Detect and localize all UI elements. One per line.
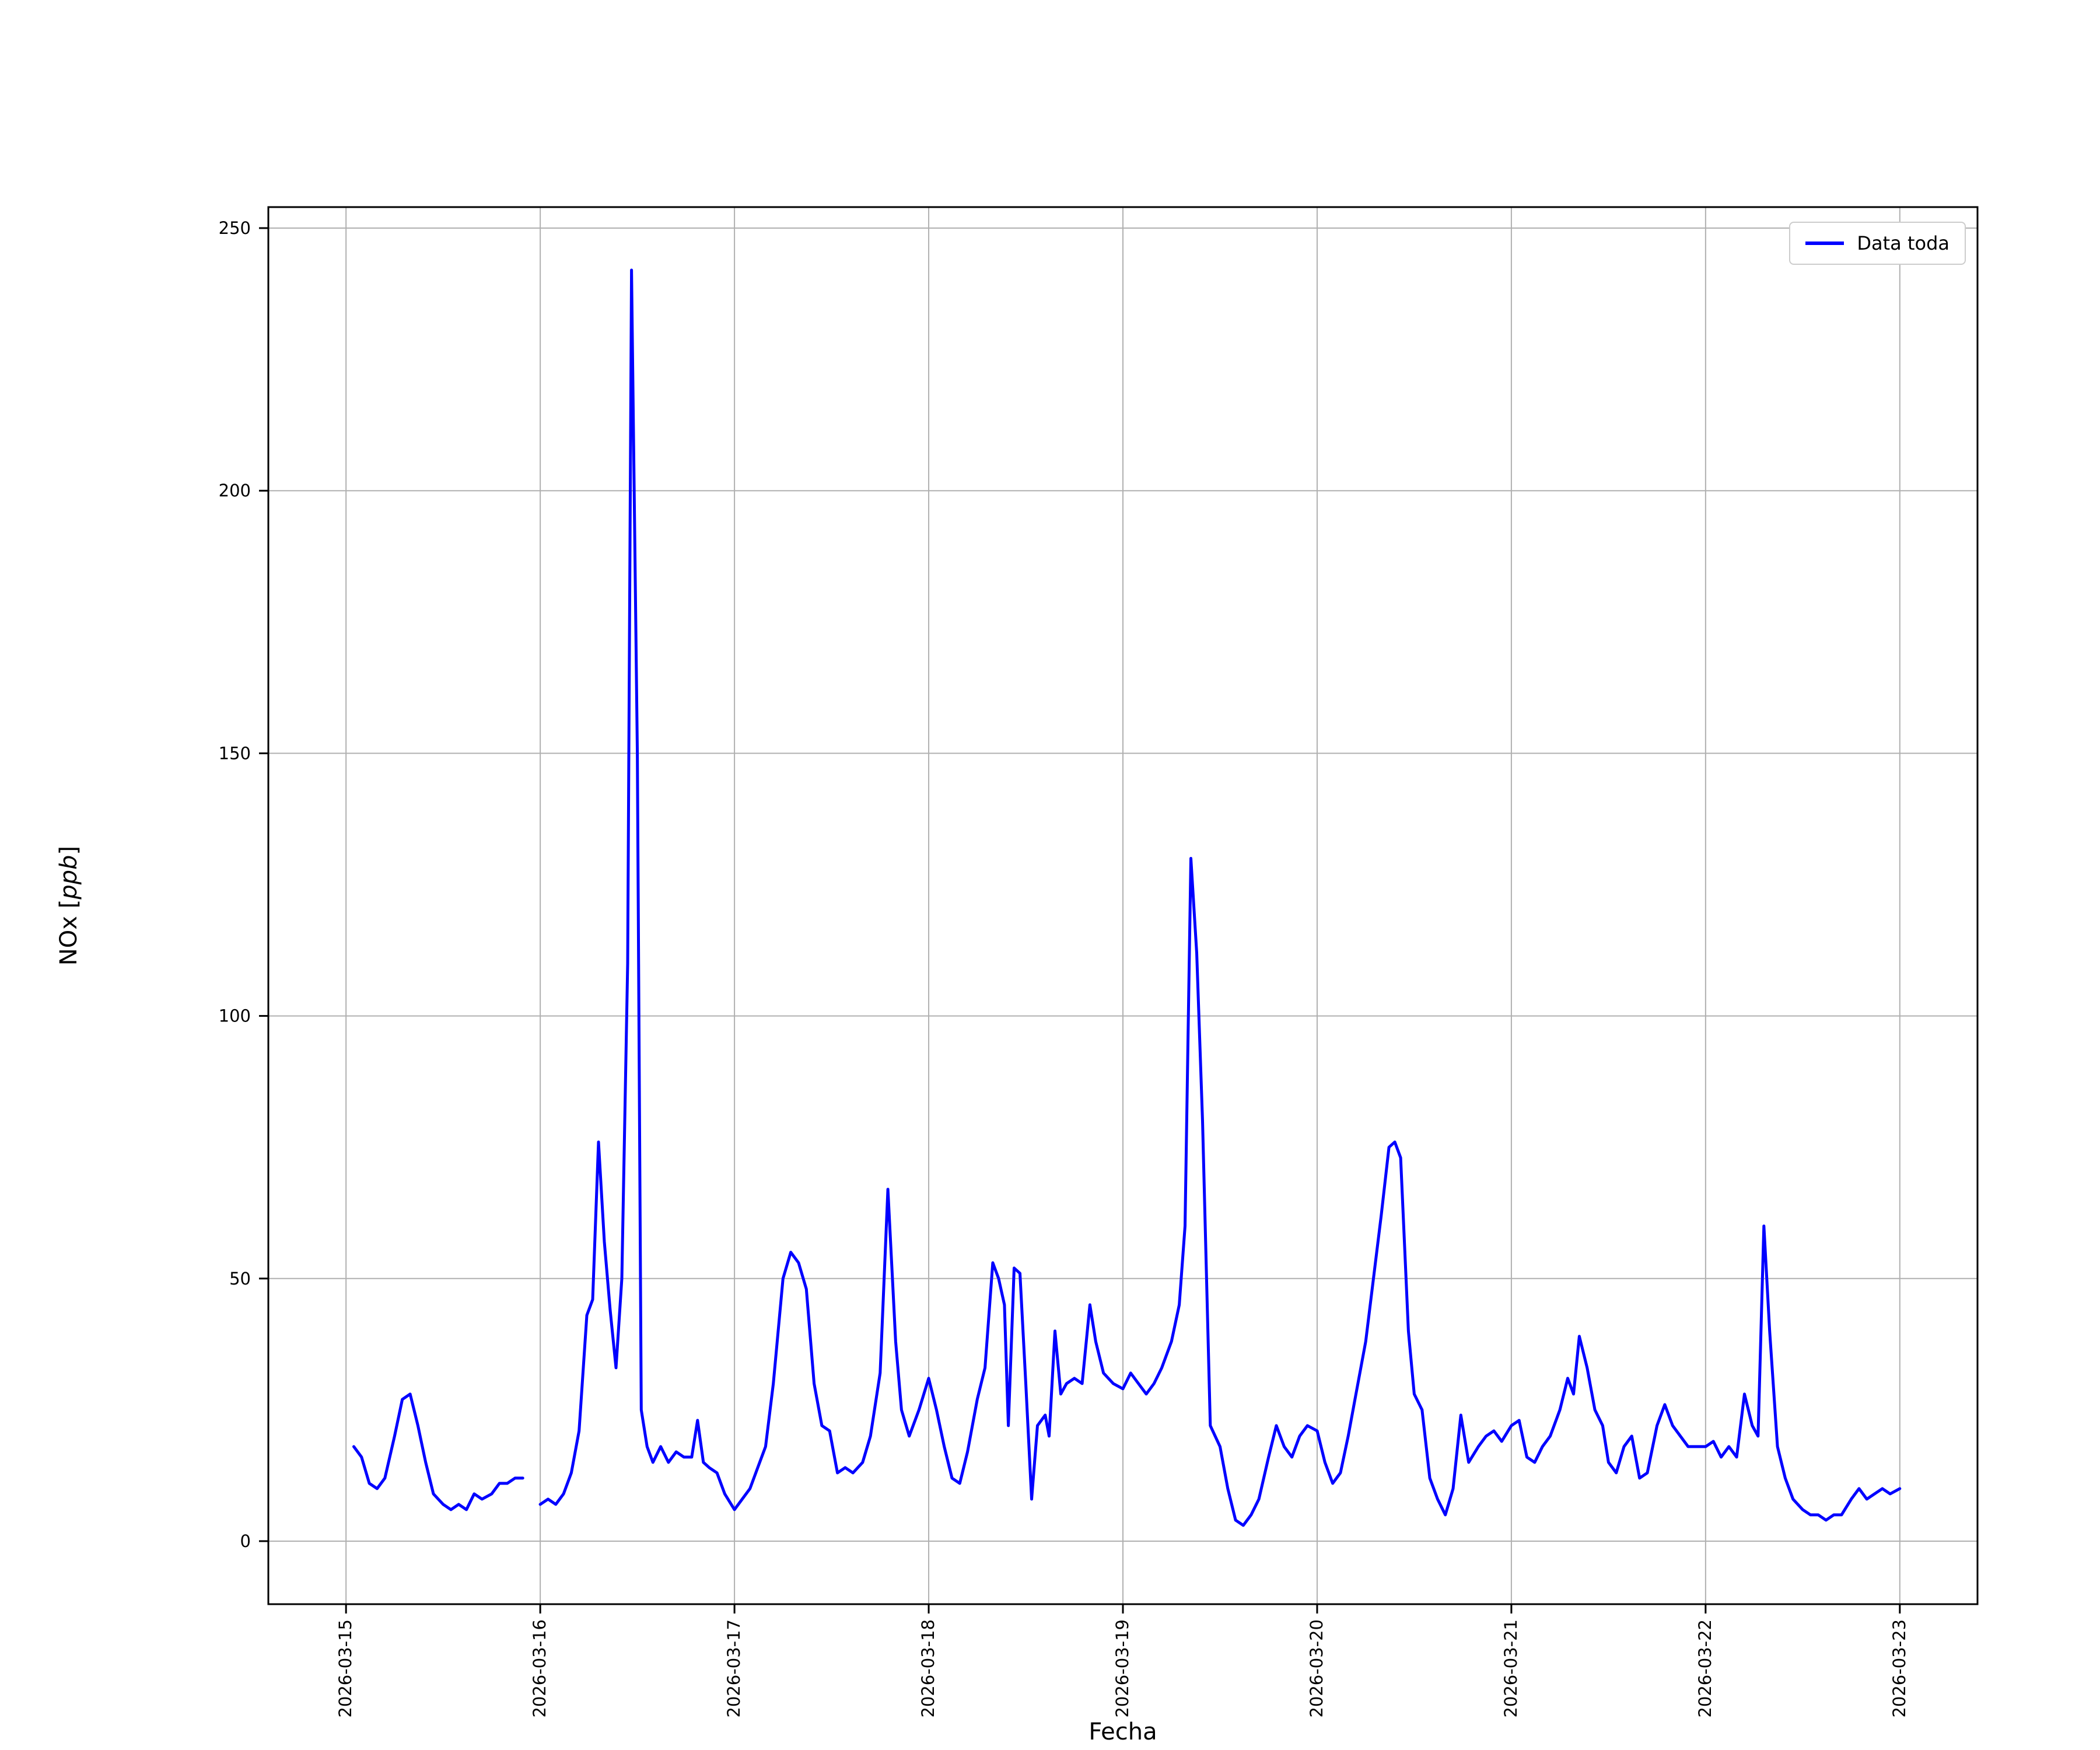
y-tick-label: 200 <box>219 481 251 501</box>
x-tick-label: 2026-03-18 <box>918 1619 939 1718</box>
legend: Data toda <box>1789 222 1966 265</box>
ylabel-prefix: NOx [ <box>55 899 82 966</box>
series-line <box>352 268 1902 1527</box>
x-tick-label: 2026-03-22 <box>1695 1619 1715 1718</box>
y-tick-label: 0 <box>240 1531 251 1551</box>
ylabel-suffix: ] <box>55 845 82 855</box>
y-axis-label: NOx [ppb] <box>51 207 86 1604</box>
x-tick-label: 2026-03-19 <box>1112 1619 1132 1718</box>
x-axis-label: Fecha <box>1088 1718 1157 1745</box>
legend-label: Data toda <box>1857 232 1950 254</box>
y-tick-label: 100 <box>219 1006 251 1026</box>
ylabel-unit: ppb <box>55 855 82 900</box>
x-tick-label: 2026-03-16 <box>530 1619 550 1718</box>
y-tick-label: 150 <box>219 743 251 763</box>
x-tick-label: 2026-03-15 <box>335 1619 356 1718</box>
x-tick-label: 2026-03-20 <box>1306 1619 1326 1718</box>
x-tick-label: 2026-03-23 <box>1889 1619 1909 1718</box>
x-tick-label: 2026-03-17 <box>724 1619 744 1718</box>
x-tick-label: 2026-03-21 <box>1500 1619 1521 1718</box>
y-axis-label-text: NOx [ppb] <box>55 846 82 965</box>
legend-swatch <box>1805 242 1845 245</box>
y-tick-label: 250 <box>219 218 251 238</box>
y-tick-label: 50 <box>229 1269 251 1289</box>
